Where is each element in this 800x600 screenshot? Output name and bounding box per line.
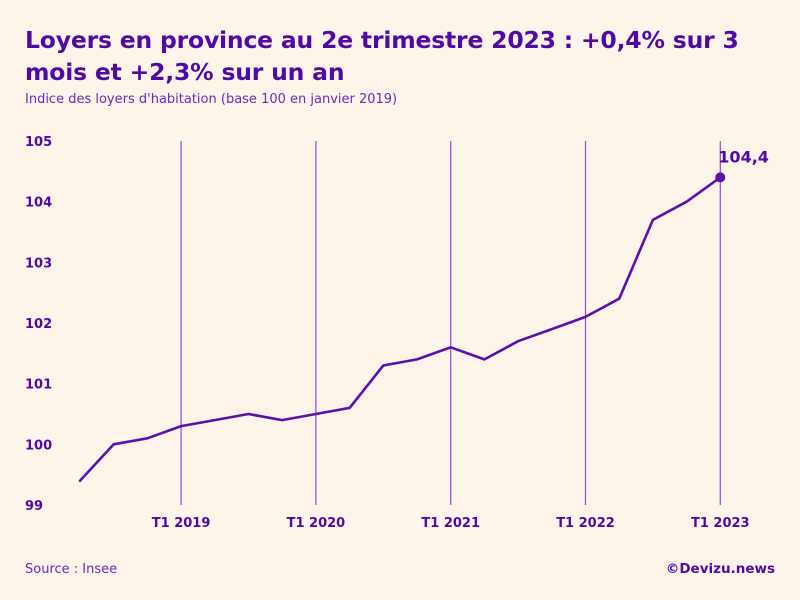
chart-subtitle: Indice des loyers d'habitation (base 100… [25,92,398,107]
chart-title: Loyers en province au 2e trimestre 2023 … [25,26,739,86]
source-note: Source : Insee [25,562,118,577]
y-tick-label: 101 [25,378,52,393]
series-line [78,176,722,483]
y-axis-labels: 99 100 101 102 103 104 105 [25,135,52,514]
y-tick-label: 103 [25,256,52,271]
series-layer: 104,4 [78,147,769,483]
x-tick-label: T1 2020 [287,516,346,531]
y-tick-label: 105 [25,135,52,150]
x-tick-label: T1 2021 [421,516,480,531]
end-point-marker [715,172,726,183]
x-axis-labels: T1 2019 T1 2020 T1 2021 T1 2022 T1 2023 [152,516,750,531]
y-tick-label: 100 [25,438,52,453]
y-tick-label: 102 [25,317,52,332]
credit-note: ©Devizu.news [665,561,775,577]
x-tick-label: T1 2019 [152,516,211,531]
y-tick-label: 104 [25,196,52,211]
y-tick-label: 99 [25,499,43,514]
grid-layer [180,141,721,505]
x-tick-label: T1 2022 [556,516,615,531]
end-value-label: 104,4 [718,147,769,166]
x-tick-label: T1 2023 [691,516,750,531]
